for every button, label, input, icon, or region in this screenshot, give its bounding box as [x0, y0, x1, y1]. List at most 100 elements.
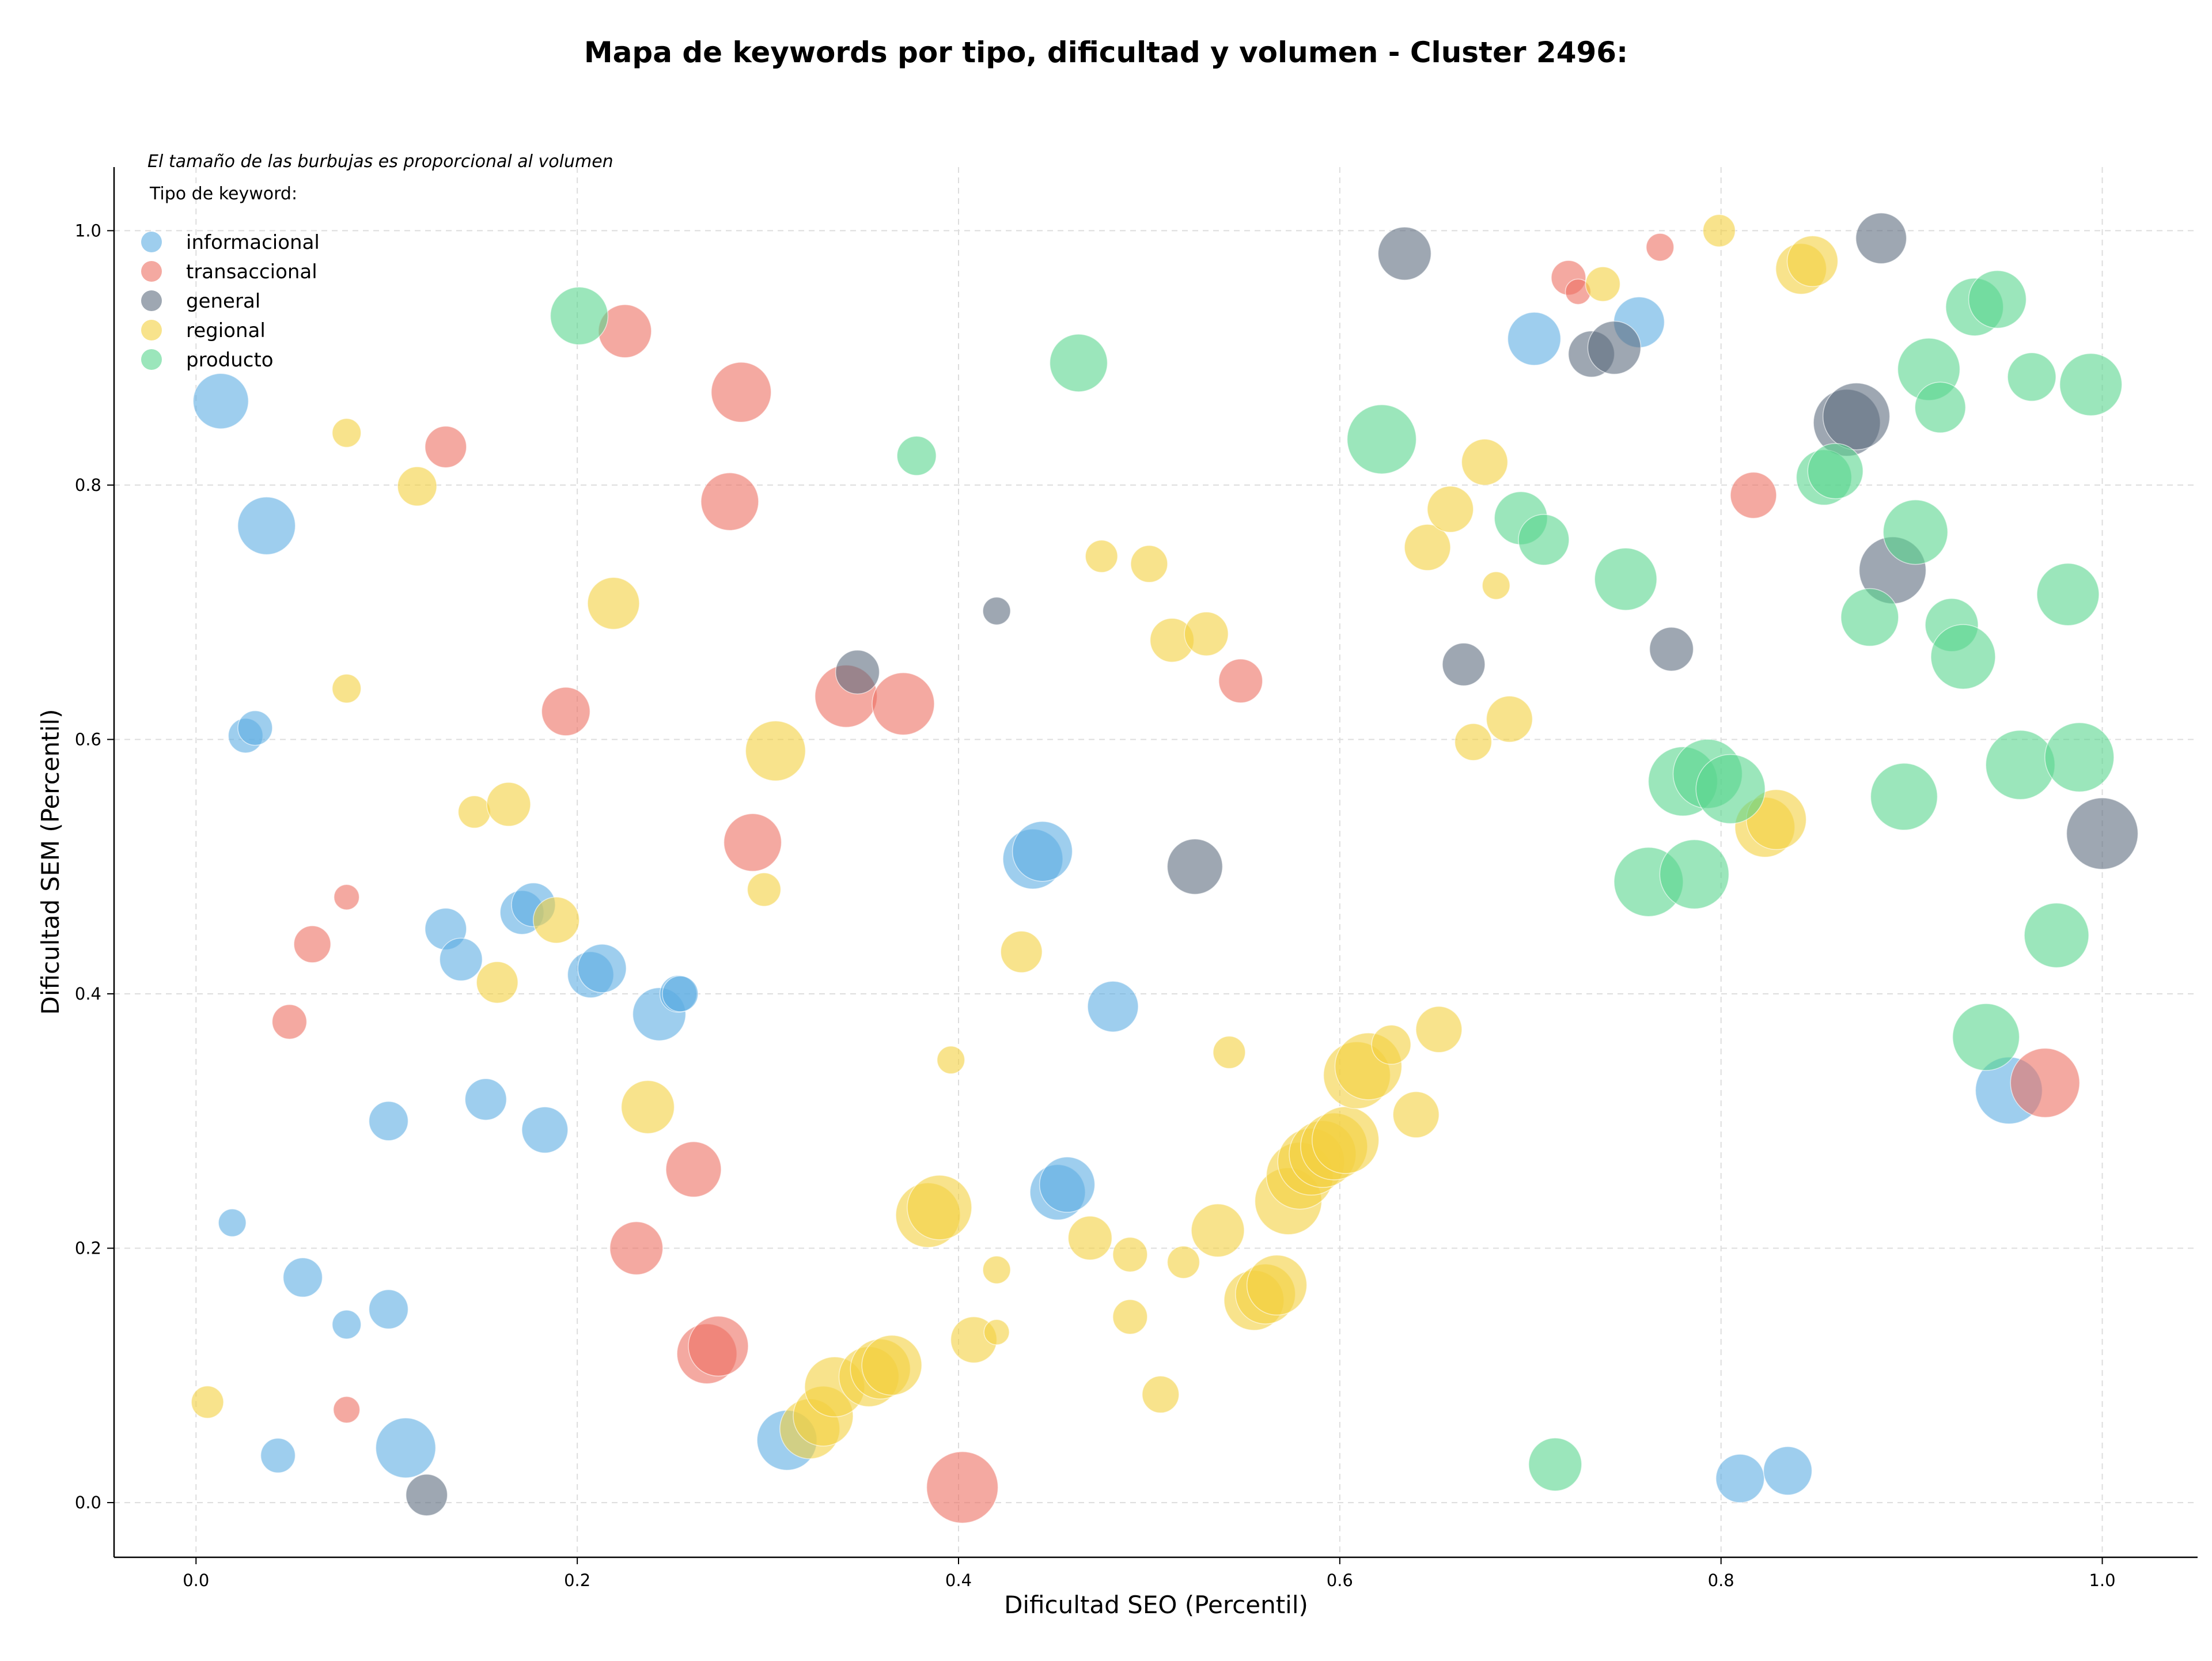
bubble-general: [835, 649, 880, 695]
bubble-regional: [457, 795, 491, 829]
series-producto: [550, 270, 2123, 1492]
bubble-regional: [1486, 695, 1533, 743]
bubble-transaccional: [271, 1004, 308, 1040]
x-axis-title: Dificultad SEO (Percentil): [1004, 1591, 1308, 1619]
bubble-regional: [861, 1334, 922, 1396]
bubble-producto: [2044, 722, 2115, 793]
bubble-informacional: [464, 1078, 507, 1121]
legend-title: Tipo de keyword:: [149, 184, 297, 204]
bubble-regional: [1085, 539, 1118, 573]
bubble-regional: [1184, 611, 1229, 656]
bubble-regional: [907, 1175, 972, 1240]
bubble-producto: [1914, 381, 1967, 434]
bubble-regional: [1130, 545, 1168, 583]
y-tick-label: 0.6: [75, 729, 101, 749]
y-tick-label: 0.0: [75, 1493, 101, 1512]
bubble-transaccional: [688, 1315, 749, 1377]
legend-marker-producto: [141, 349, 162, 370]
bubble-transaccional: [1218, 659, 1263, 703]
bubble-transaccional: [700, 472, 759, 531]
bubble-regional: [331, 674, 362, 703]
bubble-producto: [1985, 729, 2055, 800]
bubble-regional: [1461, 438, 1509, 486]
x-tick-label: 0.6: [1327, 1571, 1353, 1590]
legend-label-producto: producto: [186, 349, 274, 372]
bubble-general: [1855, 212, 1907, 264]
bubble-regional: [1191, 1203, 1245, 1258]
bubble-general: [2066, 797, 2139, 870]
bubble-transaccional: [710, 362, 772, 423]
bubble-transaccional: [2010, 1047, 2081, 1118]
bubble-producto: [550, 286, 609, 346]
bubble-producto: [1952, 1003, 2020, 1071]
bubble-producto: [1968, 270, 2027, 329]
axes: [113, 167, 2198, 1558]
bubble-transaccional: [425, 425, 467, 468]
bubble-regional: [1786, 235, 1839, 287]
bubble-regional: [1482, 571, 1510, 600]
bubble-producto: [1346, 404, 1417, 475]
bubble-informacional: [1763, 1446, 1813, 1496]
bubble-regional: [1112, 1236, 1148, 1273]
bubble-producto: [2059, 353, 2123, 417]
bubble-informacional: [1715, 1454, 1765, 1503]
bubble-producto: [1659, 839, 1730, 910]
bubble-regional: [587, 577, 640, 630]
bubble-transaccional: [1730, 471, 1777, 519]
bubble-general: [1442, 642, 1486, 686]
bubble-producto: [1518, 514, 1570, 566]
bubble-regional: [1415, 1006, 1463, 1053]
series-regional: [191, 214, 1839, 1459]
bubble-informacional: [237, 710, 273, 746]
bubble-informacional: [237, 496, 296, 555]
bubble-transaccional: [541, 687, 591, 736]
bubble-regional: [1213, 1035, 1246, 1069]
bubble-informacional: [521, 1106, 569, 1153]
bubble-informacional: [368, 1289, 409, 1330]
bubble-producto: [2007, 352, 2056, 402]
bubble-regional: [983, 1319, 1010, 1345]
x-tick-label: 0.8: [1708, 1571, 1734, 1590]
bubble-producto: [1930, 624, 1996, 690]
bubble-informacional: [331, 1310, 362, 1340]
bubble-transaccional: [872, 672, 935, 736]
bubble-regional: [397, 466, 437, 506]
bubble-producto: [896, 436, 937, 476]
bubble-general: [1587, 320, 1642, 375]
bubble-regional: [191, 1385, 224, 1419]
bubble-regional: [937, 1046, 965, 1074]
legend-marker-regional: [141, 320, 162, 340]
bubble-regional: [1585, 266, 1621, 302]
bubble-regional: [476, 961, 518, 1004]
legend-label-regional: regional: [186, 319, 266, 342]
y-axis-title: Dificultad SEM (Percentil): [36, 709, 65, 1015]
bubble-informacional: [1039, 1156, 1096, 1213]
bubble-regional: [1000, 930, 1043, 973]
bubble-informacional: [439, 937, 483, 982]
bubble-producto: [1870, 763, 1938, 831]
bubble-informacional: [1507, 312, 1562, 366]
bubble-regional: [1371, 1024, 1411, 1065]
bubble-producto: [1049, 334, 1108, 392]
bubble-regional: [1067, 1216, 1113, 1261]
bubble-transaccional: [333, 884, 360, 910]
bubble-regional: [331, 418, 362, 448]
bubble-producto: [1807, 442, 1863, 500]
bubble-regional: [1112, 1299, 1148, 1335]
bubble-informacional: [192, 373, 249, 429]
bubble-regional: [745, 720, 806, 782]
legend-label-transaccional: transaccional: [186, 260, 317, 283]
series-transaccional: [271, 233, 2081, 1524]
bubble-regional: [1392, 1091, 1440, 1138]
bubble-regional: [1427, 486, 1474, 533]
bubble-producto: [2024, 902, 2089, 968]
bubbles: [191, 212, 2139, 1524]
bubble-producto: [1840, 588, 1899, 647]
bubble-informacional: [375, 1417, 437, 1478]
bubble-general: [1649, 626, 1694, 672]
bubble-transaccional: [332, 1396, 361, 1424]
x-tick-label: 0.4: [945, 1571, 972, 1590]
bubble-regional: [1312, 1106, 1380, 1174]
bubble-general: [1166, 838, 1224, 895]
